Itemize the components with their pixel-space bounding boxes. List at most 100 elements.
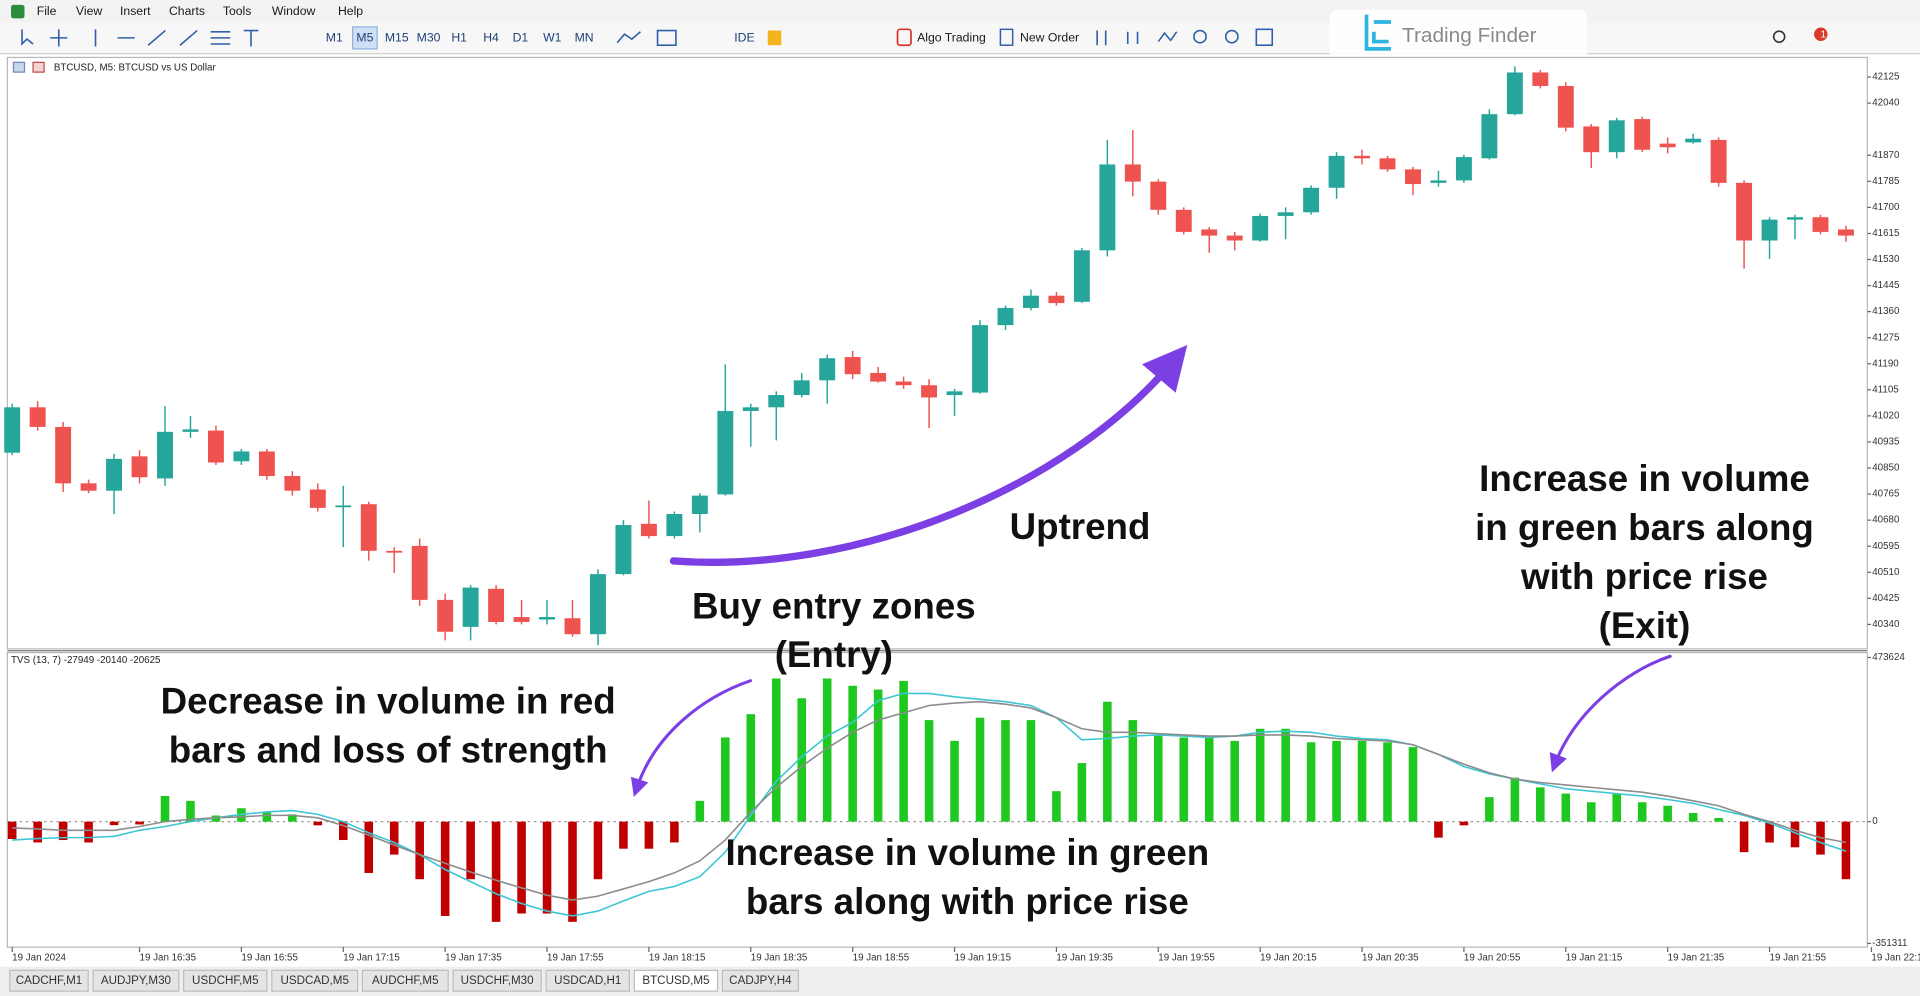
volume-bar	[822, 678, 832, 822]
x-tick-label: 19 Jan 21:55	[1770, 953, 1827, 964]
tab[interactable]	[721, 969, 799, 992]
volume-bar	[619, 821, 628, 849]
candle-body	[640, 523, 657, 537]
x-tick-label: 19 Jan 20:55	[1464, 953, 1521, 964]
candle-body	[4, 407, 21, 453]
y-tick-label: 40510	[1872, 567, 1900, 578]
volume-bar	[1103, 701, 1112, 822]
candle-body	[564, 618, 581, 635]
candle-body	[1175, 209, 1192, 232]
timeframe-button[interactable]: W1	[543, 31, 562, 45]
x-tick-label: 19 Jan 19:15	[955, 953, 1012, 964]
candle-body	[997, 307, 1014, 326]
tab[interactable]	[633, 969, 719, 992]
volume-bar	[1357, 740, 1367, 822]
timeframe-button[interactable]: M1	[326, 31, 343, 45]
volume-bar	[313, 821, 323, 826]
volume-bar	[262, 811, 272, 822]
logo-mark	[1364, 14, 1392, 51]
new-order-button[interactable]: New Order	[1020, 31, 1079, 45]
timeframe-button[interactable]: M5	[356, 31, 373, 45]
candle-body	[539, 617, 555, 620]
tile-icon	[1255, 28, 1274, 47]
tab[interactable]	[545, 969, 630, 992]
menu-item[interactable]: Charts	[169, 4, 205, 18]
volume-bar	[975, 717, 985, 822]
ide-button[interactable]: IDE	[734, 31, 754, 45]
tab-label[interactable]: USDCAD,H1	[554, 974, 621, 987]
volume-bar	[848, 685, 857, 822]
algo-trading-button[interactable]: Algo Trading	[917, 31, 986, 45]
tab-label[interactable]: USDCAD,M5	[280, 974, 348, 987]
candle-body	[411, 545, 428, 600]
candle-body	[819, 358, 836, 381]
candle-body	[1506, 72, 1523, 115]
volume-bar	[491, 821, 501, 922]
menu-item[interactable]: Window	[272, 4, 316, 18]
signal-line	[12, 700, 1847, 901]
tab-label[interactable]: CADCHF,M1	[16, 974, 83, 987]
candle-body	[844, 357, 861, 375]
volume-bar	[1536, 787, 1545, 822]
menu-item[interactable]: Help	[338, 4, 363, 18]
tab[interactable]	[452, 969, 542, 992]
timeframe-button[interactable]: H4	[483, 31, 499, 45]
entry-arrow	[630, 679, 753, 797]
tab[interactable]	[361, 969, 449, 992]
indicator-icon	[616, 31, 641, 44]
volume-bar	[593, 821, 603, 880]
candle-body	[207, 430, 224, 463]
menu-item[interactable]: File	[37, 4, 57, 18]
candle-body	[513, 617, 530, 622]
tab-label[interactable]: USDCHF,M5	[192, 974, 259, 987]
volume-bar	[899, 680, 908, 822]
menu-item[interactable]: View	[76, 4, 102, 18]
menu-item[interactable]: Insert	[120, 4, 151, 18]
timeframe-button[interactable]: H1	[451, 31, 467, 45]
volume-bar	[338, 821, 348, 841]
candle-body	[1837, 229, 1854, 236]
volume-bar	[1739, 821, 1749, 853]
tab[interactable]	[92, 969, 180, 992]
annotation-text: Uptrend	[1010, 506, 1151, 547]
tab[interactable]	[9, 969, 89, 992]
candle-body	[717, 410, 734, 495]
tab-label[interactable]: USDCHF,M30	[461, 974, 534, 987]
tab[interactable]	[271, 969, 359, 992]
volume-bar	[746, 714, 756, 822]
candle-body	[1659, 143, 1676, 148]
candle-body	[437, 599, 454, 632]
volume-bar	[415, 821, 424, 880]
timeframe-button[interactable]: M15	[385, 31, 409, 45]
tab-label[interactable]: AUDCHF,M5	[372, 974, 439, 987]
cursor-icon	[21, 29, 34, 46]
timeframe-button[interactable]: M30	[417, 31, 441, 45]
volume-bar	[160, 796, 170, 822]
candle-body	[157, 431, 173, 479]
tab-label[interactable]: CADJPY,H4	[729, 974, 792, 987]
timeframe-button[interactable]: MN	[575, 31, 594, 45]
volume-bar	[542, 821, 552, 914]
volume-bar	[186, 800, 195, 822]
volume-bar	[1052, 791, 1061, 822]
annotation-text: in green bars along	[1475, 507, 1814, 548]
tab[interactable]	[183, 969, 268, 992]
volume-bar	[1637, 802, 1647, 822]
timeframe-button[interactable]: D1	[513, 31, 529, 45]
tab-label[interactable]: BTCUSD,M5	[642, 974, 709, 987]
candle-body	[1303, 187, 1320, 213]
text-icon	[243, 29, 259, 47]
template-icon	[656, 29, 677, 47]
tab-label[interactable]: AUDJPY,M30	[101, 974, 171, 987]
candle-body	[1608, 120, 1625, 153]
menu-item[interactable]: Tools	[223, 4, 252, 18]
candle-body	[233, 451, 250, 462]
y-tick-label: 40595	[1872, 541, 1900, 552]
candle-body	[335, 505, 352, 508]
y-tick-label: 42040	[1872, 98, 1900, 109]
volume-bar	[1001, 720, 1010, 822]
candle-body	[1736, 182, 1753, 241]
volume-bar	[797, 698, 807, 822]
volume-bar	[1408, 747, 1418, 822]
